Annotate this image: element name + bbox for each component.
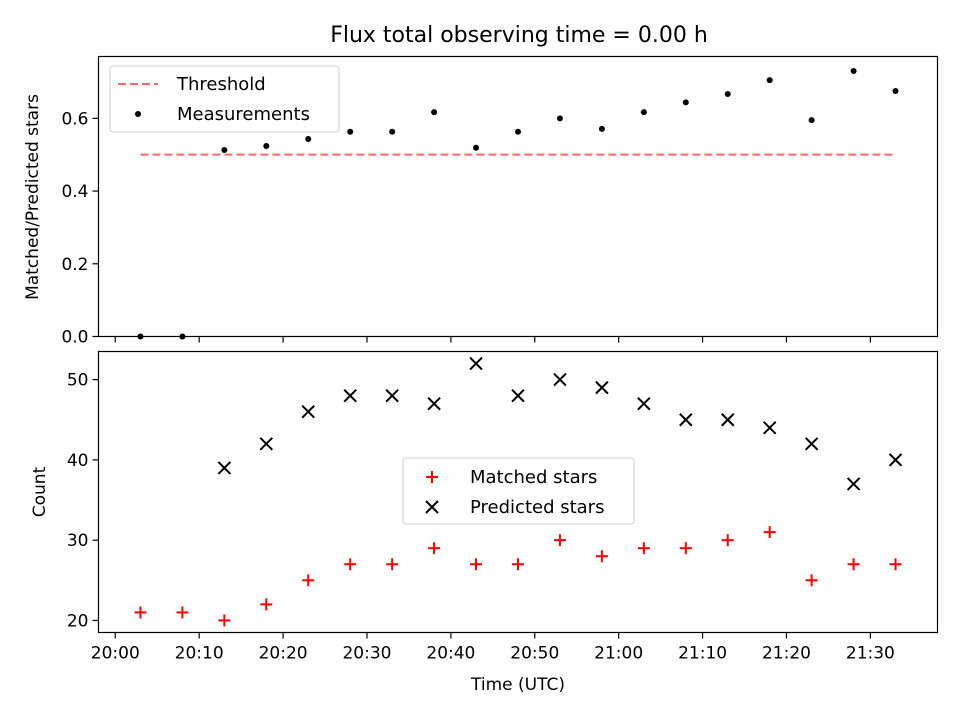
y-tick-label: 0.0: [61, 328, 88, 348]
matched-star-point: [260, 598, 273, 611]
matched-star-point: [302, 574, 315, 587]
legend-measurements-label: Measurements: [177, 104, 310, 125]
x-tick-label: 20:30: [342, 644, 391, 664]
bottom-legend-frame: [402, 457, 635, 525]
measurement-point: [473, 144, 480, 151]
measurement-point: [179, 333, 186, 340]
y-tick-label: 0.6: [61, 109, 88, 129]
x-tick-label: 21:00: [594, 644, 643, 664]
matched-star-point: [889, 558, 902, 571]
top-legend: Threshold Measurements: [109, 65, 340, 133]
bottom-xlabel: Time (UTC): [470, 675, 565, 695]
x-tick-label: 20:20: [259, 644, 308, 664]
matched-star-point: [637, 542, 650, 555]
x-tick-label: 20:10: [175, 644, 224, 664]
predicted-star-point: [301, 405, 315, 419]
matched-star-point: [763, 526, 776, 539]
matched-star-point: [553, 534, 566, 547]
matched-star-point: [805, 574, 818, 587]
predicted-star-point: [762, 421, 777, 435]
x-tick-label: 21:30: [846, 644, 895, 664]
predicted-star-point: [888, 453, 903, 467]
top-ylabel: Matched/Predicted stars: [23, 94, 43, 300]
measurement-point: [515, 128, 521, 135]
measurement-point: [305, 136, 312, 143]
measurement-point: [556, 115, 563, 122]
matched-star-point: [218, 614, 231, 627]
y-tick-label: 0.4: [61, 182, 88, 202]
x-tick-label: 21:20: [762, 644, 811, 664]
matched-star-point: [344, 558, 357, 571]
predicted-star-point: [637, 396, 651, 411]
predicted-star-point: [804, 437, 819, 451]
matched-star-point: [470, 558, 483, 571]
measurement-point: [431, 109, 438, 116]
bottom-axes-frame: [97, 350, 939, 634]
legend-predicted-label: Predicted stars: [470, 497, 604, 518]
bottom-ylabel: Count: [30, 466, 50, 517]
predicted-star-point: [385, 388, 399, 403]
measurement-point: [892, 88, 899, 95]
predicted-star-point: [595, 380, 609, 395]
measurement-point: [724, 90, 731, 97]
measurement-point: [640, 109, 647, 116]
matched-star-point: [134, 606, 147, 619]
measurement-point: [808, 117, 815, 124]
x-tick-label: 20:50: [510, 644, 559, 664]
matched-star-point: [679, 542, 692, 555]
predicted-star-point: [259, 437, 274, 451]
matched-star-point: [386, 558, 399, 571]
matched-star-point: [847, 558, 860, 571]
measurement-point: [598, 125, 605, 132]
y-tick-label: 50: [67, 371, 89, 391]
y-tick-label: 0.2: [61, 255, 88, 275]
measurement-point: [682, 99, 689, 106]
predicted-star-point: [679, 413, 693, 427]
matched-star-point: [176, 606, 189, 619]
matched-star-point: [428, 542, 441, 555]
predicted-star-point: [469, 356, 483, 371]
y-tick-label: 30: [67, 531, 89, 551]
matched-star-point: [595, 550, 608, 563]
bottom-legend: Matched stars Predicted stars: [402, 457, 635, 525]
measurement-point: [850, 68, 857, 75]
measurement-point: [766, 77, 773, 84]
matched-star-point: [512, 558, 524, 571]
y-tick-label: 40: [67, 451, 89, 471]
predicted-star-point: [846, 477, 861, 491]
measurement-point: [263, 142, 270, 149]
legend-matched-label: Matched stars: [470, 467, 597, 488]
measurement-point: [221, 146, 228, 153]
legend-measurements-swatch: [135, 111, 141, 117]
predicted-star-point: [427, 396, 441, 411]
x-tick-label: 21:10: [678, 644, 727, 664]
figure-title: Flux total observing time = 0.00 h: [330, 23, 708, 48]
measurement-point: [389, 128, 396, 135]
predicted-star-point: [511, 388, 525, 403]
predicted-star-point: [553, 372, 567, 387]
measurement-point: [347, 128, 354, 135]
y-tick-label: 20: [67, 611, 89, 631]
top-legend-frame: [109, 65, 340, 133]
predicted-star-point: [217, 461, 232, 475]
bottom-axes: Count Time (UTC) 20 30 40 50 20:00 20:10 20:20…: [30, 350, 939, 695]
top-axes: Matched/Predicted stars 0.0 0.2 0.4 0.6: [23, 55, 939, 348]
legend-predicted-swatch: [425, 500, 439, 514]
x-tick-label: 20:40: [426, 644, 475, 664]
predicted-star-point: [721, 413, 735, 427]
legend-threshold-label: Threshold: [176, 74, 266, 95]
predicted-star-point: [343, 388, 357, 403]
measurement-point: [137, 333, 144, 340]
x-tick-label: 20:00: [91, 644, 140, 664]
matched-star-point: [721, 534, 734, 547]
top-axes-frame: [97, 55, 939, 338]
legend-matched-swatch: [426, 471, 438, 483]
